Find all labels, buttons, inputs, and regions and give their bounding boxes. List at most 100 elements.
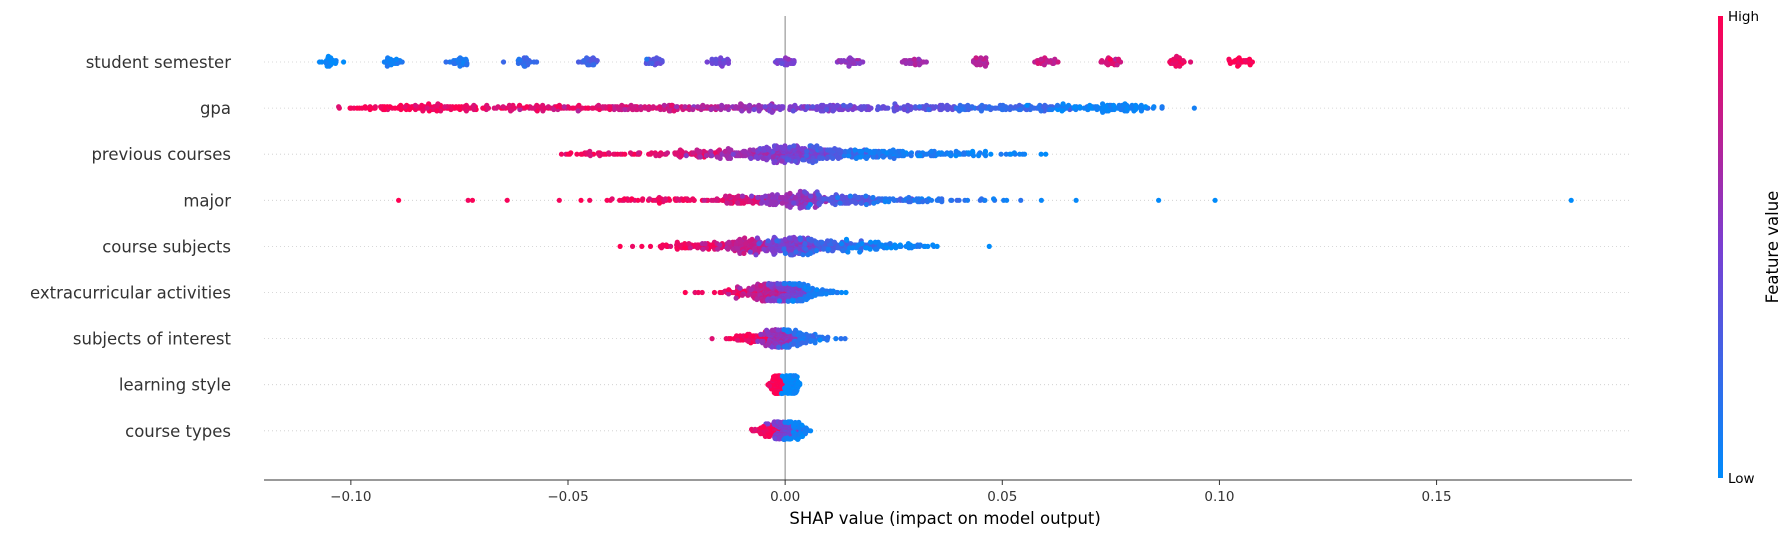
shap-dot [1017,151,1023,157]
shap-dot [878,242,885,248]
shap-dot [690,150,696,156]
shap-dot [781,246,787,252]
shap-dot [852,147,858,153]
shap-dot [857,249,863,255]
shap-dot [775,144,781,150]
x-tick-label: 0.05 [987,489,1017,505]
shap-dot [954,197,960,203]
shap-dot [814,143,820,149]
shap-dot [867,150,873,156]
shap-dot [742,148,748,154]
shap-dot [1047,106,1053,113]
shap-dot [821,196,827,202]
shap-dot [745,338,752,344]
shap-dot [739,292,745,298]
shap-dot [790,108,796,114]
shap-dot [1040,104,1047,110]
shap-dot [741,250,747,256]
shap-dot [650,56,657,62]
shap-dot [451,60,457,66]
shap-dot [682,289,688,296]
shap-dot [948,197,954,203]
shap-dot [813,248,820,254]
shap-dot [760,424,767,430]
shap-dot [341,59,347,65]
shap-dot [1107,56,1113,62]
shap-dot [916,62,922,68]
shap-dot [1115,56,1122,62]
shap-dot [420,108,426,114]
feature-row-dots [765,373,803,397]
shap-dot [756,108,762,114]
shap-dot [734,337,741,343]
shap-dot [461,104,467,110]
shap-dot [504,197,510,203]
shap-dot [717,289,723,296]
feature-label: previous courses [91,145,231,164]
shap-dot [715,246,721,252]
shap-dot [791,200,797,206]
x-tick-label: −0.10 [330,489,371,505]
shap-dot [958,106,964,113]
shap-dot [839,289,845,296]
shap-dot [781,327,787,333]
shap-dot [326,63,332,69]
shap-dot [876,150,883,156]
shap-dot [500,104,506,110]
shap-dot [884,245,890,251]
shap-dot [916,56,922,62]
shap-dot [515,60,522,66]
shap-dot [982,197,988,203]
shap-dot [424,105,430,111]
feature-row-dots [558,143,1049,166]
shap-dot [737,285,743,291]
shap-dot [810,158,816,164]
shap-dot [851,60,857,66]
shap-dot [393,56,400,62]
shap-dot [682,104,688,110]
shap-dot [392,105,398,111]
shap-dot [1114,62,1120,68]
shap-dot [880,104,886,110]
shap-dot [817,337,823,343]
shap-dot [699,289,705,296]
shap-dot [719,197,726,203]
shap-dot [885,105,891,111]
shap-dot [939,199,945,205]
shap-dot [635,197,641,203]
shap-dot [847,55,853,61]
shap-dot [704,104,710,110]
shap-dot [388,56,394,62]
shap-dot [766,433,773,439]
shap-dot [992,105,998,111]
shap-dot [500,59,507,65]
shap-dot [1180,58,1186,64]
shap-dot [1017,106,1024,113]
feature-label: major [183,191,231,210]
shap-dot [667,108,673,114]
shap-dot [758,431,764,437]
shap-dot [831,239,838,245]
shap-dot [1038,151,1044,157]
shap-dot [751,106,757,113]
shap-dot [753,154,759,160]
shap-dot [982,63,989,69]
shap-dot [809,333,816,339]
shap-dot [362,104,368,110]
shap-dot [702,241,708,247]
shap-dot [803,246,809,252]
shap-dot [617,243,623,249]
shap-dot [837,200,843,206]
shap-dot [936,150,942,156]
shap-dot [617,197,623,203]
shap-dot [1055,106,1061,113]
shap-dot [534,102,540,108]
shap-dot [1007,106,1013,113]
shap-dot [558,151,565,157]
shap-dot [964,197,971,203]
shap-dot [455,58,461,64]
shap-dot [853,155,859,161]
shap-dot [778,390,785,397]
feature-row-dots [396,188,1574,211]
shap-dot [758,331,764,337]
